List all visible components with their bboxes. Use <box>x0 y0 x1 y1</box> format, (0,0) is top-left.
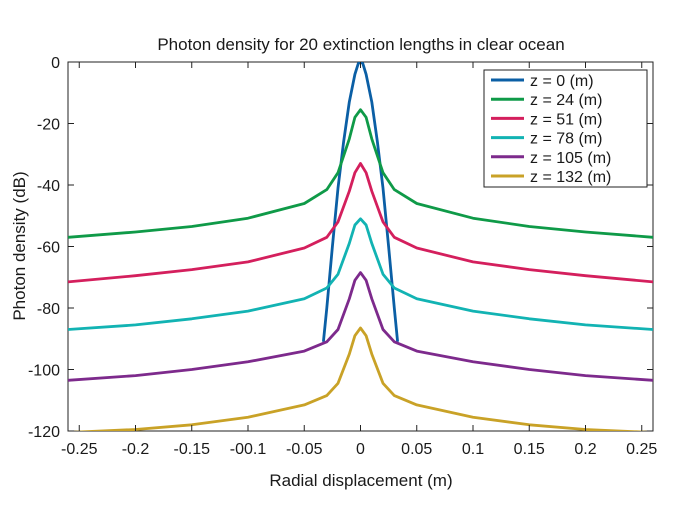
series-line-1 <box>68 108 653 239</box>
series-layer <box>68 62 653 431</box>
series-line-2 <box>68 162 653 284</box>
y-tick-label: -60 <box>37 240 60 257</box>
y-tick-label: -40 <box>37 178 60 195</box>
x-tick-label: -0.2 <box>122 441 150 458</box>
x-tick-label: 0.25 <box>626 441 657 458</box>
y-tick-label: -100 <box>28 363 60 380</box>
x-tick-label: 0.15 <box>514 441 545 458</box>
series-line-5 <box>70 326 651 431</box>
x-tick-label: 0 <box>356 441 365 458</box>
chart-title: Photon density for 20 extinction lengths… <box>157 35 564 54</box>
legend-label: z = 132 (m) <box>530 169 611 186</box>
x-tick-label: -00.1 <box>230 441 267 458</box>
y-tick-label: -20 <box>37 117 60 134</box>
x-tick-label: 0.1 <box>462 441 484 458</box>
legend-box <box>483 69 648 188</box>
x-axis: -0.25 -0.2 -0.15 -00.1 -0.05 0 0.05 0.1 0.15 0.2 0… <box>61 62 657 458</box>
x-tick-label: 0.2 <box>574 441 596 458</box>
series-line-4 <box>68 271 653 382</box>
y-tick-label: -120 <box>28 424 60 441</box>
x-tick-label: -0.05 <box>286 441 323 458</box>
legend: z = 0 (m) z = 24 (m) z = 51 (m) z = 78 (m) z… <box>483 69 648 188</box>
x-tick-label: -0.15 <box>174 441 211 458</box>
legend-label: z = 24 (m) <box>530 92 602 109</box>
legend-label: z = 105 (m) <box>530 150 611 167</box>
legend-label: z = 0 (m) <box>530 73 594 90</box>
series-line-0 <box>322 62 399 342</box>
legend-label: z = 51 (m) <box>530 111 602 128</box>
series-line-3 <box>68 217 653 331</box>
x-axis-label: Radial displacement (m) <box>269 471 452 490</box>
x-tick-label: 0.05 <box>401 441 432 458</box>
x-tick-label: -0.25 <box>61 441 98 458</box>
y-axis: 0 -20 -40 -60 -80 -100 -120 <box>28 55 653 441</box>
y-axis-label: Photon density (dB) <box>10 171 29 320</box>
y-tick-label: -80 <box>37 301 60 318</box>
legend-label: z = 78 (m) <box>530 131 602 148</box>
y-tick-label: 0 <box>51 55 60 72</box>
